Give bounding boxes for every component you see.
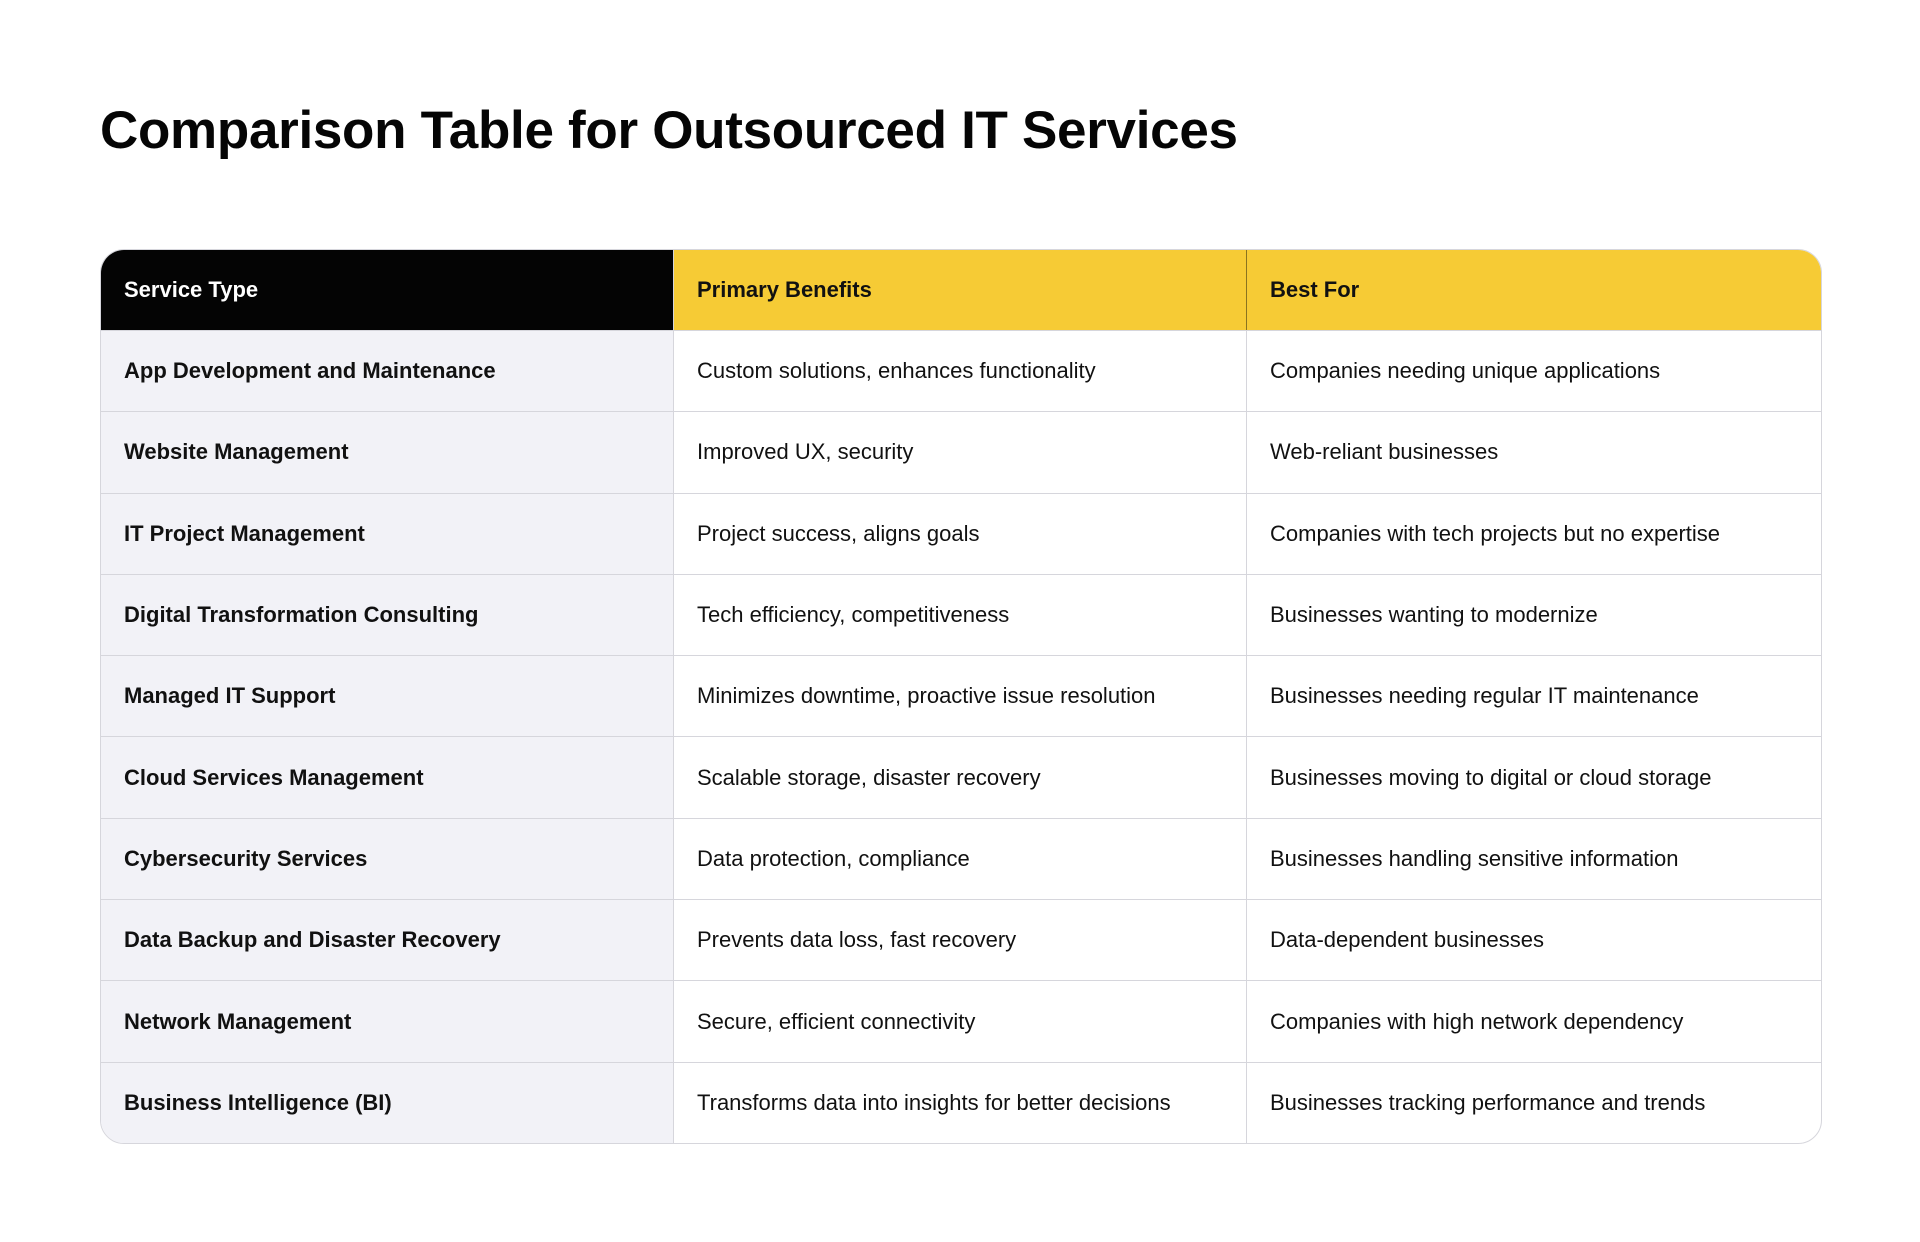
best-for-cell: Businesses wanting to modernize	[1247, 573, 1821, 655]
best-for-cell: Businesses handling sensitive informatio…	[1247, 817, 1821, 899]
primary-benefits-cell: Project success, aligns goals	[674, 492, 1247, 574]
service-type-cell: Website Management	[101, 411, 674, 493]
primary-benefits-cell: Minimizes downtime, proactive issue reso…	[674, 655, 1247, 737]
service-type-cell: Business Intelligence (BI)	[101, 1061, 674, 1143]
primary-benefits-cell: Prevents data loss, fast recovery	[674, 899, 1247, 981]
primary-benefits-cell: Improved UX, security	[674, 411, 1247, 493]
service-type-cell: Cloud Services Management	[101, 736, 674, 818]
primary-benefits-cell: Scalable storage, disaster recovery	[674, 736, 1247, 818]
table-row: Business Intelligence (BI) Transforms dat…	[101, 1061, 1821, 1143]
service-type-cell: Network Management	[101, 980, 674, 1062]
best-for-cell: Companies with high network dependency	[1247, 980, 1821, 1061]
service-type-cell: Cybersecurity Services	[101, 817, 674, 900]
best-for-cell: Web-reliant businesses	[1247, 411, 1821, 492]
table-row: Data Backup and Disaster Recovery Prevent…	[101, 899, 1821, 981]
service-type-cell: Digital Transformation Consulting	[101, 573, 674, 656]
table-row: Digital Transformation Consulting Tech ef…	[101, 573, 1821, 656]
table-row: IT Project Management Project success, al…	[101, 492, 1821, 574]
best-for-cell: Data-dependent businesses	[1247, 899, 1821, 980]
best-for-cell: Businesses needing regular IT maintenanc…	[1247, 655, 1821, 736]
best-for-cell: Businesses tracking performance and tren…	[1247, 1061, 1821, 1143]
service-type-cell: IT Project Management	[101, 492, 674, 574]
best-for-cell: Companies with tech projects but no expe…	[1247, 492, 1821, 574]
table-header-row: Service Type Primary Benefits Best For	[101, 250, 1821, 330]
table-row: App Development and Maintenance Custom so…	[101, 330, 1821, 412]
primary-benefits-cell: Secure, efficient connectivity	[674, 980, 1247, 1062]
table-row: Website Management Improved UX, security W…	[101, 411, 1821, 493]
primary-benefits-cell: Transforms data into insights for better…	[674, 1061, 1247, 1143]
header-primary-benefits: Primary Benefits	[674, 250, 1247, 330]
primary-benefits-cell: Data protection, compliance	[674, 817, 1247, 900]
page-title: Comparison Table for Outsourced IT Servi…	[100, 101, 1238, 160]
table-row: Managed IT Support Minimizes downtime, pr…	[101, 655, 1821, 737]
primary-benefits-cell: Tech efficiency, competitiveness	[674, 573, 1247, 656]
table-body: App Development and Maintenance Custom so…	[101, 330, 1821, 1143]
service-type-cell: Data Backup and Disaster Recovery	[101, 899, 674, 981]
header-service-type: Service Type	[101, 250, 674, 330]
header-best-for: Best For	[1247, 250, 1821, 330]
table-row: Cybersecurity Services Data protection, c…	[101, 817, 1821, 900]
service-type-cell: Managed IT Support	[101, 655, 674, 737]
service-type-cell: App Development and Maintenance	[101, 330, 674, 412]
best-for-cell: Businesses moving to digital or cloud st…	[1247, 736, 1821, 817]
comparison-table: Service Type Primary Benefits Best For A…	[100, 249, 1822, 1144]
table-row: Network Management Secure, efficient conn…	[101, 980, 1821, 1062]
best-for-cell: Companies needing unique applications	[1247, 330, 1821, 411]
table-row: Cloud Services Management Scalable storag…	[101, 736, 1821, 818]
primary-benefits-cell: Custom solutions, enhances functionality	[674, 330, 1247, 412]
